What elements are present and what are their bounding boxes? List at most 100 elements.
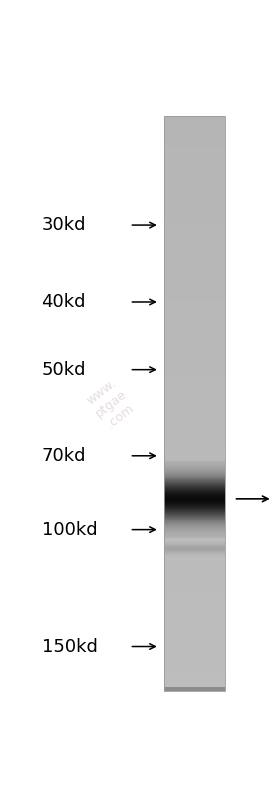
- Bar: [164, 464, 225, 465]
- Text: 150kd: 150kd: [41, 638, 97, 655]
- Bar: [164, 491, 225, 493]
- Bar: [164, 547, 225, 551]
- Bar: [164, 543, 225, 544]
- Bar: [164, 558, 225, 559]
- Bar: [164, 539, 225, 540]
- Bar: [164, 588, 225, 590]
- Bar: [164, 551, 225, 553]
- Bar: [164, 542, 225, 543]
- Bar: [164, 677, 225, 680]
- Bar: [164, 443, 225, 447]
- Bar: [164, 165, 225, 168]
- Bar: [164, 480, 225, 481]
- Bar: [164, 538, 225, 539]
- Bar: [164, 312, 225, 314]
- Bar: [164, 505, 225, 506]
- Bar: [164, 245, 225, 248]
- Bar: [164, 493, 225, 495]
- Bar: [164, 303, 225, 305]
- Bar: [164, 545, 225, 547]
- Bar: [164, 199, 225, 202]
- Bar: [164, 297, 225, 300]
- Bar: [164, 484, 225, 485]
- Bar: [164, 631, 225, 634]
- Bar: [164, 660, 225, 662]
- Bar: [164, 496, 225, 498]
- Bar: [164, 121, 225, 124]
- Bar: [164, 524, 225, 525]
- Bar: [164, 617, 225, 619]
- Bar: [164, 305, 225, 308]
- Bar: [164, 260, 225, 262]
- Bar: [164, 482, 225, 483]
- Bar: [164, 511, 225, 513]
- Bar: [164, 395, 225, 398]
- Bar: [164, 531, 225, 533]
- Bar: [164, 686, 225, 689]
- Bar: [164, 513, 225, 516]
- Bar: [164, 179, 225, 182]
- Bar: [164, 435, 225, 438]
- Bar: [164, 314, 225, 317]
- Bar: [164, 490, 225, 493]
- Bar: [164, 384, 225, 386]
- Bar: [164, 141, 225, 145]
- Bar: [164, 639, 225, 642]
- Bar: [164, 116, 225, 691]
- Bar: [164, 491, 225, 492]
- Bar: [164, 625, 225, 628]
- Bar: [164, 634, 225, 637]
- Bar: [164, 447, 225, 450]
- Bar: [164, 654, 225, 657]
- Bar: [164, 231, 225, 233]
- Bar: [164, 553, 225, 555]
- Bar: [164, 337, 225, 340]
- Bar: [164, 467, 225, 469]
- Bar: [164, 619, 225, 622]
- Bar: [164, 483, 225, 484]
- Bar: [164, 219, 225, 222]
- Bar: [164, 533, 225, 534]
- Bar: [164, 550, 225, 551]
- Bar: [164, 501, 225, 503]
- Bar: [164, 346, 225, 349]
- Bar: [164, 527, 225, 528]
- Bar: [164, 462, 225, 463]
- Bar: [164, 487, 225, 490]
- Bar: [164, 407, 225, 409]
- Text: 70kd: 70kd: [41, 447, 86, 465]
- Bar: [164, 225, 225, 228]
- Bar: [164, 487, 225, 488]
- Bar: [164, 502, 225, 504]
- Bar: [164, 541, 225, 543]
- Bar: [164, 352, 225, 355]
- Bar: [164, 521, 225, 523]
- Bar: [164, 511, 225, 512]
- Bar: [164, 508, 225, 509]
- Bar: [164, 585, 225, 588]
- Bar: [164, 487, 225, 489]
- Bar: [164, 475, 225, 479]
- Bar: [164, 552, 225, 554]
- Bar: [164, 614, 225, 617]
- Bar: [164, 506, 225, 507]
- Bar: [164, 156, 225, 159]
- Bar: [164, 539, 225, 542]
- Bar: [164, 543, 225, 545]
- Bar: [164, 530, 225, 531]
- Bar: [164, 197, 225, 199]
- Bar: [164, 455, 225, 458]
- Bar: [164, 689, 225, 691]
- Bar: [164, 360, 225, 364]
- Bar: [164, 124, 225, 127]
- Bar: [164, 463, 225, 464]
- Text: 30kd: 30kd: [41, 216, 86, 234]
- Bar: [164, 590, 225, 594]
- Bar: [164, 579, 225, 582]
- Bar: [164, 503, 225, 504]
- Bar: [164, 557, 225, 558]
- Bar: [164, 657, 225, 660]
- Bar: [164, 540, 225, 541]
- Bar: [164, 550, 225, 551]
- Bar: [164, 441, 225, 443]
